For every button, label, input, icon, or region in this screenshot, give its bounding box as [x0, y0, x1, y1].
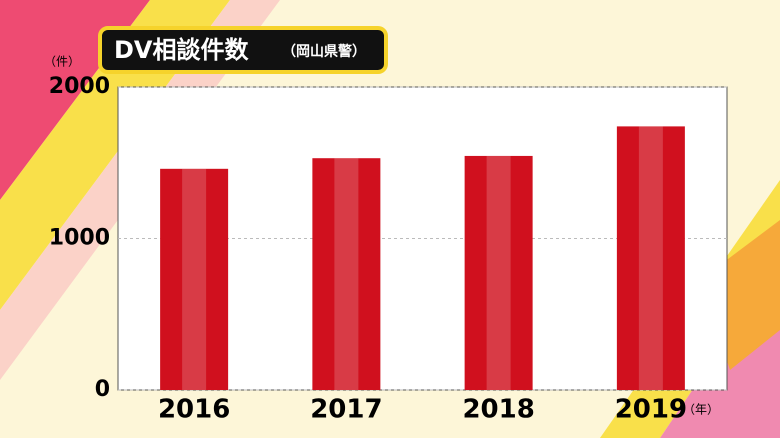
- y-unit: （件）: [44, 55, 80, 69]
- x-tick-label: 2017: [310, 395, 382, 425]
- x-unit: （年）: [683, 403, 719, 417]
- chart-title: DV相談件数: [114, 36, 249, 64]
- bar-shine: [182, 168, 207, 390]
- bar-shine: [486, 155, 511, 390]
- bar: [312, 158, 381, 390]
- bar: [160, 168, 229, 390]
- bar: [616, 126, 685, 390]
- y-tick-label: 1000: [49, 226, 110, 251]
- chart-subtitle: （岡山県警）: [282, 43, 366, 60]
- bar-shine: [334, 158, 359, 390]
- x-tick-label: 2016: [158, 395, 230, 425]
- y-tick-label: 2000: [49, 74, 110, 99]
- bar-shine: [638, 126, 663, 390]
- x-tick-label: 2019: [615, 395, 687, 425]
- bar: [464, 155, 533, 390]
- y-tick-label: 0: [95, 377, 110, 402]
- x-tick-label: 2018: [462, 395, 534, 425]
- title-box: [98, 26, 388, 74]
